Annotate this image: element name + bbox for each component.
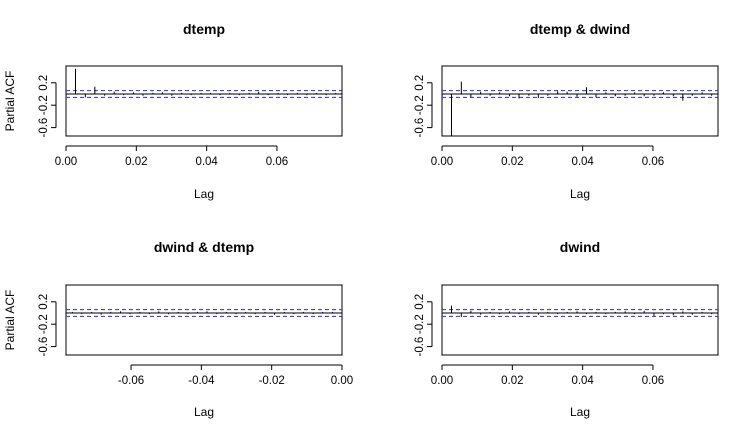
x-tick-label: 0.06 [642,156,664,168]
panel-dtemp-dwind: dtemp & dwind Lag 0.00 0.02 0.04 0.06 -0.6 -0… [414,21,719,201]
panel-title: dwind & dtemp [154,239,254,255]
x-tick-label: -0.04 [188,375,215,387]
panel-dwind: dwind Lag 0.00 0.02 0.04 0.06 -0.6 -0.2 0.2 [414,239,719,419]
panel-title: dtemp [183,21,225,37]
x-tick-label: 0.02 [125,156,147,168]
x-tick-label: 0.04 [571,156,594,168]
x-axis-label: Lag [570,405,590,419]
y-tick-label: -0.2 [38,314,50,334]
y-tick-label: 0.2 [38,294,50,310]
x-tick-label: 0.04 [195,156,218,168]
y-tick-label: 0.2 [38,75,50,91]
y-axis-label: Partial ACF [3,290,17,351]
plot-frame [441,65,719,137]
y-axis-label: Partial ACF [3,71,17,132]
x-tick-label: 0.00 [331,375,353,387]
y-tick-label: 0.2 [414,294,426,310]
panel-title: dwind [560,239,600,255]
x-tick-label: -0.06 [118,375,144,387]
panel-title: dtemp & dwind [530,21,630,37]
y-tick-label: -0.6 [38,118,50,138]
x-axis-label: Lag [194,187,214,201]
y-tick-label: -0.6 [38,337,50,357]
x-tick-label: -0.02 [259,375,285,387]
plot-frame [65,284,343,356]
plot-frame [65,65,343,137]
x-tick-label: 0.06 [266,156,288,168]
x-tick-label: 0.00 [431,156,453,168]
y-tick-label: -0.6 [414,118,426,138]
y-tick-label: -0.2 [38,95,50,115]
x-axis-label: Lag [570,187,590,201]
panel-dtemp: dtemp Lag Partial ACF 0.00 0.02 0.04 0.06 -0… [3,21,343,201]
x-tick-label: 0.06 [642,375,664,387]
y-tick-label: -0.6 [414,337,426,357]
y-tick-label: -0.2 [414,95,426,115]
x-tick-label: 0.02 [501,375,523,387]
x-tick-label: 0.02 [501,156,523,168]
y-tick-label: 0.2 [414,75,426,91]
x-tick-label: 0.04 [571,375,594,387]
plot-frame [441,284,719,356]
x-tick-label: 0.00 [55,156,77,168]
x-tick-label: 0.00 [431,375,453,387]
y-tick-label: -0.2 [414,314,426,334]
x-axis-label: Lag [194,405,214,419]
panel-dwind-dtemp: dwind & dtemp Lag Partial ACF -0.06 -0.04… [3,239,353,419]
